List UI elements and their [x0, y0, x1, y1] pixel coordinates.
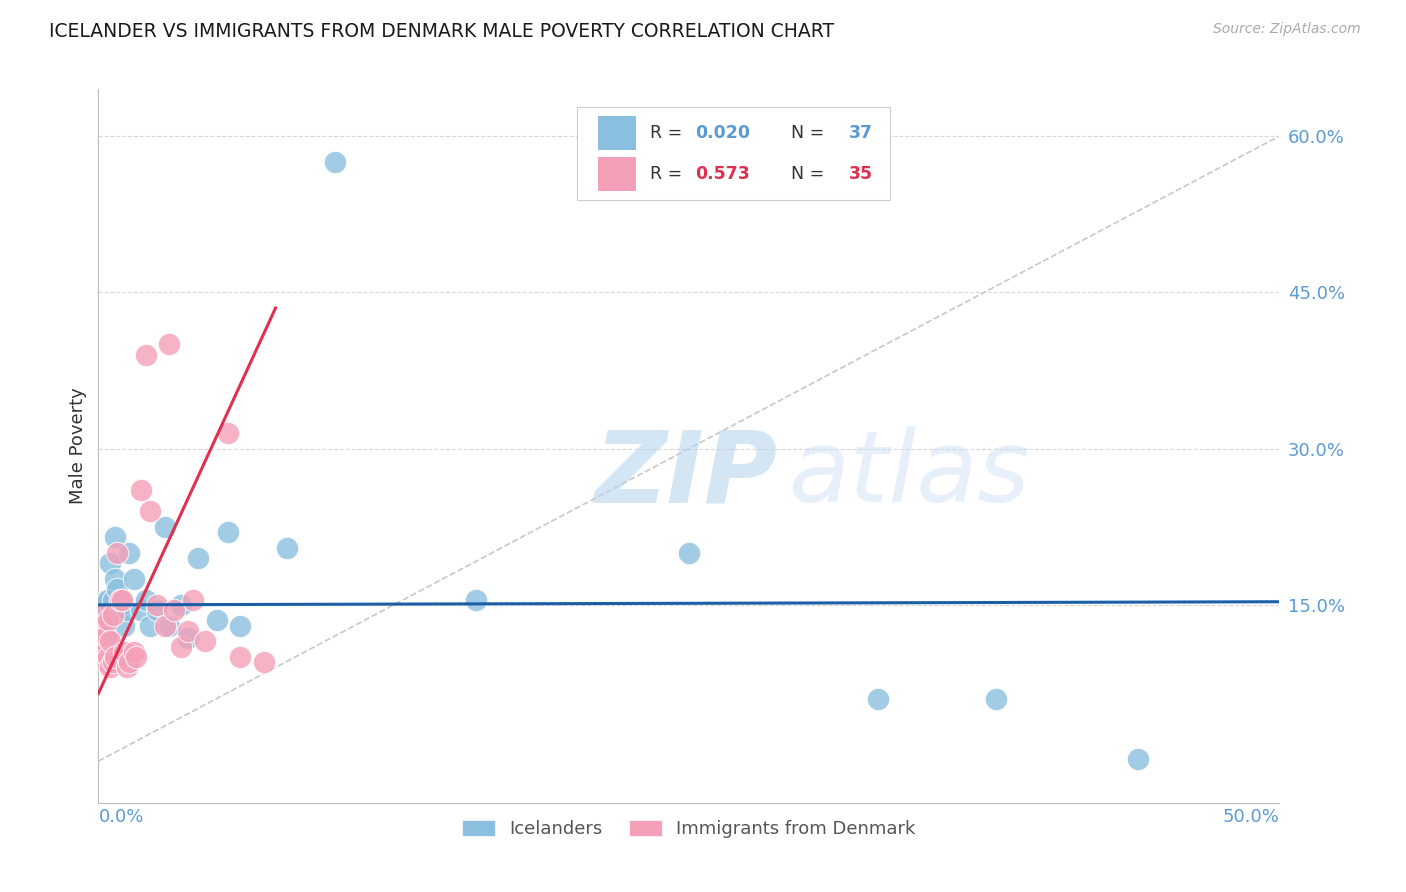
- FancyBboxPatch shape: [598, 157, 636, 191]
- Text: ZIP: ZIP: [595, 426, 778, 523]
- Point: [104, 649, 127, 664]
- Point: [90, 599, 112, 614]
- Point: [229, 618, 252, 632]
- Point: [111, 592, 134, 607]
- Point: [118, 546, 141, 560]
- Point: [253, 655, 276, 669]
- Point: [139, 618, 162, 632]
- Point: [108, 598, 131, 612]
- Point: [1126, 752, 1149, 766]
- Point: [170, 598, 193, 612]
- Point: [217, 524, 239, 539]
- Point: [115, 603, 138, 617]
- Text: 37: 37: [848, 124, 872, 142]
- Text: R =: R =: [650, 165, 688, 183]
- Point: [111, 592, 134, 607]
- Point: [108, 592, 131, 607]
- Text: 0.020: 0.020: [695, 124, 749, 142]
- Text: 35: 35: [848, 165, 873, 183]
- Point: [118, 655, 141, 669]
- Text: N =: N =: [780, 165, 830, 183]
- Text: Source: ZipAtlas.com: Source: ZipAtlas.com: [1213, 22, 1361, 37]
- Point: [187, 551, 209, 566]
- Point: [91, 618, 114, 632]
- Point: [678, 546, 700, 560]
- FancyBboxPatch shape: [598, 116, 636, 150]
- Point: [177, 631, 200, 645]
- Text: R =: R =: [650, 124, 688, 142]
- Point: [163, 603, 186, 617]
- Point: [97, 629, 120, 643]
- Point: [101, 592, 124, 607]
- Point: [98, 556, 121, 570]
- Point: [229, 649, 252, 664]
- Point: [194, 634, 217, 648]
- Point: [104, 530, 127, 544]
- Point: [98, 614, 121, 628]
- Text: atlas: atlas: [789, 426, 1031, 523]
- Point: [90, 608, 112, 623]
- Legend: Icelanders, Immigrants from Denmark: Icelanders, Immigrants from Denmark: [456, 813, 922, 845]
- Point: [115, 660, 138, 674]
- Point: [104, 572, 127, 586]
- Point: [205, 614, 228, 628]
- Point: [135, 348, 157, 362]
- Point: [181, 592, 204, 607]
- Y-axis label: Male Poverty: Male Poverty: [69, 388, 87, 504]
- Point: [170, 640, 193, 654]
- Point: [94, 608, 117, 623]
- Point: [101, 655, 124, 669]
- Point: [97, 614, 120, 628]
- Point: [91, 645, 114, 659]
- Point: [97, 592, 120, 607]
- Point: [139, 504, 162, 518]
- Point: [122, 645, 145, 659]
- Point: [866, 691, 889, 706]
- Point: [177, 624, 200, 638]
- Point: [129, 603, 152, 617]
- Text: ICELANDER VS IMMIGRANTS FROM DENMARK MALE POVERTY CORRELATION CHART: ICELANDER VS IMMIGRANTS FROM DENMARK MAL…: [49, 22, 834, 41]
- Point: [94, 592, 117, 607]
- Point: [465, 592, 488, 607]
- Point: [94, 655, 117, 669]
- Point: [105, 546, 128, 560]
- Point: [94, 629, 117, 643]
- Point: [98, 660, 121, 674]
- FancyBboxPatch shape: [576, 107, 890, 200]
- Text: 50.0%: 50.0%: [1223, 808, 1279, 826]
- Point: [105, 582, 128, 597]
- Point: [125, 649, 148, 664]
- Point: [90, 640, 112, 654]
- Point: [146, 598, 169, 612]
- Point: [101, 608, 124, 623]
- Point: [98, 634, 121, 648]
- Point: [122, 572, 145, 586]
- Point: [153, 618, 176, 632]
- Text: 0.573: 0.573: [695, 165, 749, 183]
- Point: [217, 425, 239, 440]
- Point: [129, 483, 152, 498]
- Point: [157, 618, 180, 632]
- Point: [112, 645, 135, 659]
- Point: [157, 337, 180, 351]
- Point: [146, 603, 169, 617]
- Point: [153, 520, 176, 534]
- Point: [984, 691, 1007, 706]
- Point: [112, 618, 135, 632]
- Text: 0.0%: 0.0%: [98, 808, 143, 826]
- Point: [276, 541, 298, 555]
- Point: [323, 155, 346, 169]
- Point: [91, 599, 114, 614]
- Text: N =: N =: [780, 124, 830, 142]
- Point: [97, 649, 120, 664]
- Point: [135, 592, 157, 607]
